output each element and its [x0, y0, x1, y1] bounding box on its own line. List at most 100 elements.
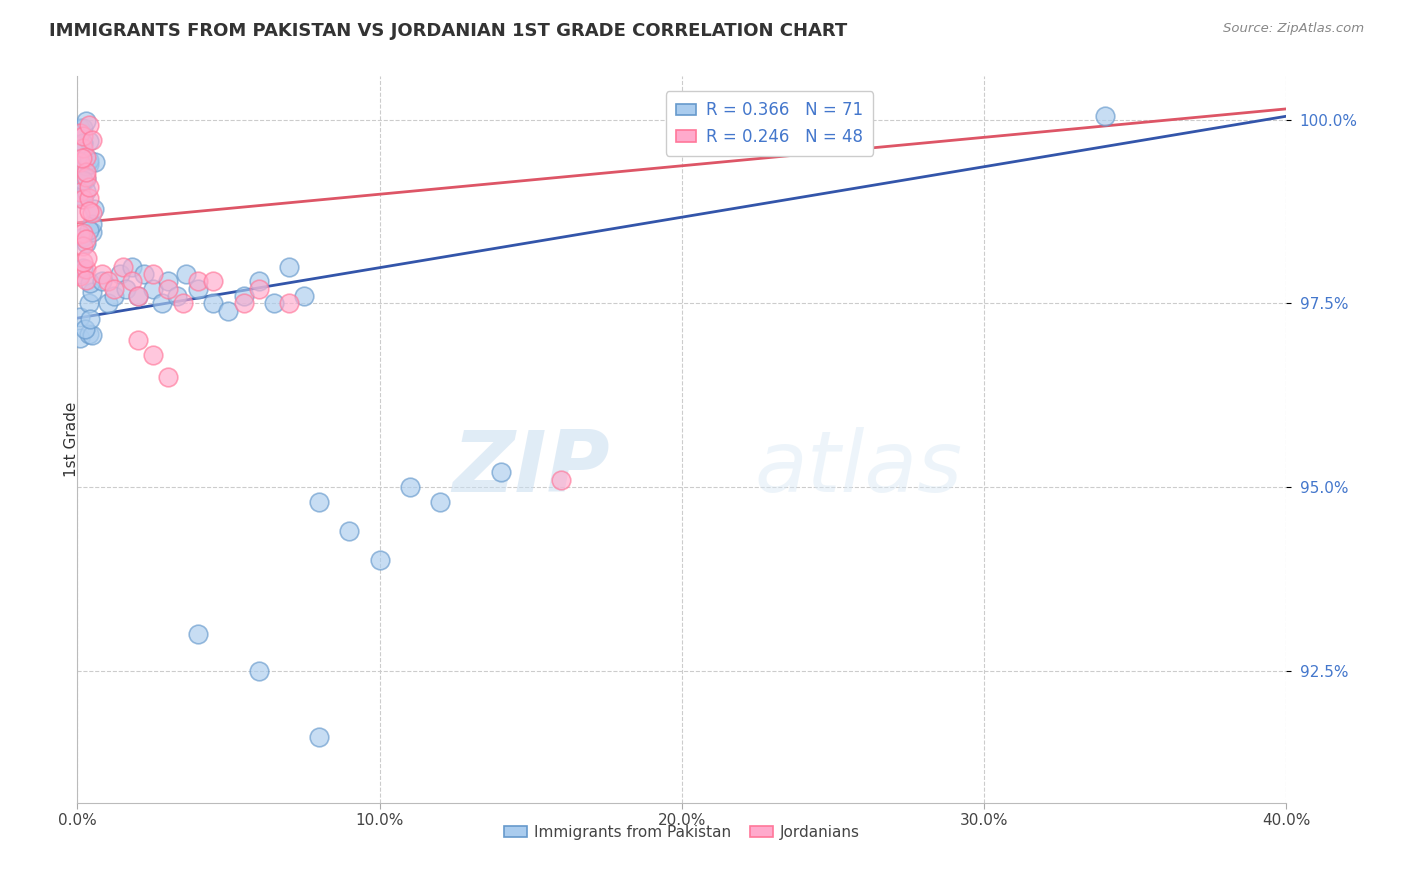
Point — [114, 282, 136, 296]
Point — [75, 236, 97, 251]
Point — [72, 192, 94, 206]
Point — [202, 275, 225, 289]
Point — [82, 225, 104, 239]
Point — [429, 494, 451, 508]
Point — [72, 151, 94, 165]
Point — [79, 327, 101, 342]
Point — [232, 296, 254, 310]
Point — [187, 275, 209, 289]
Point — [79, 118, 101, 132]
Point — [79, 191, 101, 205]
Point — [1094, 109, 1116, 123]
Point — [69, 185, 91, 199]
Point — [69, 268, 91, 282]
Point — [82, 205, 104, 219]
Point — [337, 524, 360, 538]
Point — [127, 289, 149, 303]
Point — [550, 473, 572, 487]
Point — [247, 664, 270, 678]
Point — [121, 275, 143, 289]
Point — [75, 150, 97, 164]
Point — [69, 331, 91, 345]
Point — [142, 282, 165, 296]
Point — [263, 296, 285, 310]
Point — [187, 627, 209, 641]
Point — [69, 126, 91, 140]
Point — [72, 230, 94, 244]
Point — [72, 238, 94, 252]
Point — [232, 289, 254, 303]
Point — [77, 203, 100, 218]
Point — [72, 120, 94, 135]
Point — [76, 252, 98, 266]
Point — [157, 282, 180, 296]
Point — [96, 275, 118, 289]
Point — [121, 260, 143, 274]
Point — [75, 322, 97, 336]
Point — [108, 267, 131, 281]
Point — [489, 466, 512, 480]
Text: ZIP: ZIP — [451, 427, 609, 510]
Point — [72, 226, 94, 240]
Text: IMMIGRANTS FROM PAKISTAN VS JORDANIAN 1ST GRADE CORRELATION CHART: IMMIGRANTS FROM PAKISTAN VS JORDANIAN 1S… — [49, 22, 848, 40]
Point — [80, 285, 103, 299]
Point — [157, 370, 180, 384]
Point — [75, 232, 97, 246]
Point — [82, 133, 104, 147]
Point — [278, 260, 301, 274]
Point — [82, 217, 104, 231]
Point — [127, 289, 149, 303]
Point — [69, 169, 91, 183]
Point — [202, 296, 225, 310]
Y-axis label: 1st Grade: 1st Grade — [65, 401, 79, 477]
Text: atlas: atlas — [755, 427, 963, 510]
Point — [69, 154, 91, 169]
Point — [75, 184, 97, 198]
Text: Source: ZipAtlas.com: Source: ZipAtlas.com — [1223, 22, 1364, 36]
Point — [72, 175, 94, 189]
Point — [69, 310, 91, 324]
Point — [72, 261, 94, 276]
Point — [103, 282, 125, 296]
Point — [79, 223, 101, 237]
Point — [278, 296, 301, 310]
Point — [308, 494, 330, 508]
Point — [127, 333, 149, 347]
Point — [142, 267, 165, 281]
Point — [187, 282, 209, 296]
Point — [69, 155, 91, 169]
Point — [174, 267, 197, 281]
Point — [218, 303, 240, 318]
Point — [75, 159, 97, 173]
Point — [72, 173, 94, 187]
Point — [69, 141, 91, 155]
Point — [150, 296, 173, 310]
Point — [69, 188, 91, 202]
Point — [69, 121, 91, 136]
Point — [166, 289, 188, 303]
Point — [399, 480, 422, 494]
Point — [75, 165, 97, 179]
Point — [69, 206, 91, 220]
Point — [72, 129, 94, 144]
Point — [103, 289, 125, 303]
Point — [157, 275, 180, 289]
Point — [82, 327, 104, 342]
Point — [368, 553, 391, 567]
Point — [75, 172, 97, 186]
Point — [75, 273, 97, 287]
Point — [69, 268, 91, 283]
Point — [72, 141, 94, 155]
Point — [247, 275, 270, 289]
Point — [75, 114, 97, 128]
Point — [172, 296, 194, 310]
Legend: Immigrants from Pakistan, Jordanians: Immigrants from Pakistan, Jordanians — [498, 819, 866, 846]
Point — [79, 134, 101, 148]
Point — [247, 282, 270, 296]
Point — [79, 312, 101, 326]
Point — [69, 227, 91, 242]
Point — [132, 267, 155, 281]
Point — [75, 262, 97, 277]
Point — [77, 153, 100, 167]
Point — [72, 136, 94, 150]
